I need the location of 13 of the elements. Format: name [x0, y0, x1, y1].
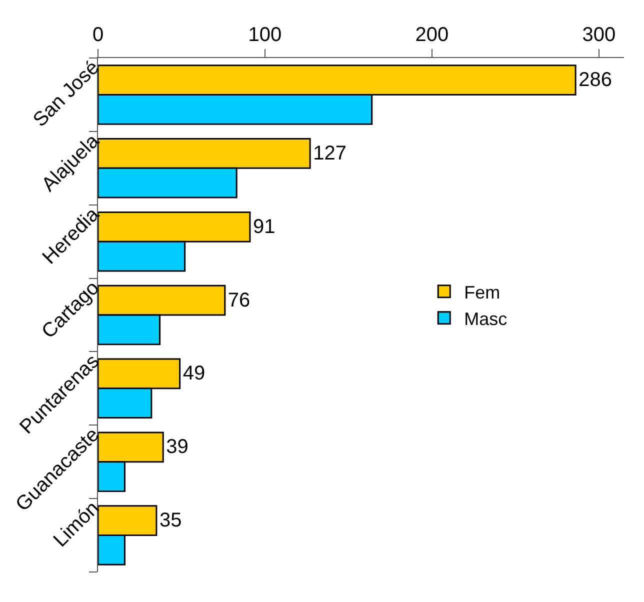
data-label: 49 [182, 362, 206, 385]
data-label: 91 [252, 216, 276, 238]
x-tick-label: 200 [415, 24, 449, 46]
data-label: 286 [578, 69, 612, 92]
x-tick-label: 100 [248, 24, 282, 46]
x-tick-label: 300 [582, 24, 616, 46]
x-tick-label: 0 [92, 24, 104, 46]
data-label: 39 [166, 436, 188, 458]
legend-label: Masc [464, 308, 508, 329]
legend-label: Fem [464, 282, 500, 302]
data-label: 76 [228, 289, 250, 312]
data-label: 35 [159, 510, 182, 532]
data-label: 127 [313, 142, 346, 164]
